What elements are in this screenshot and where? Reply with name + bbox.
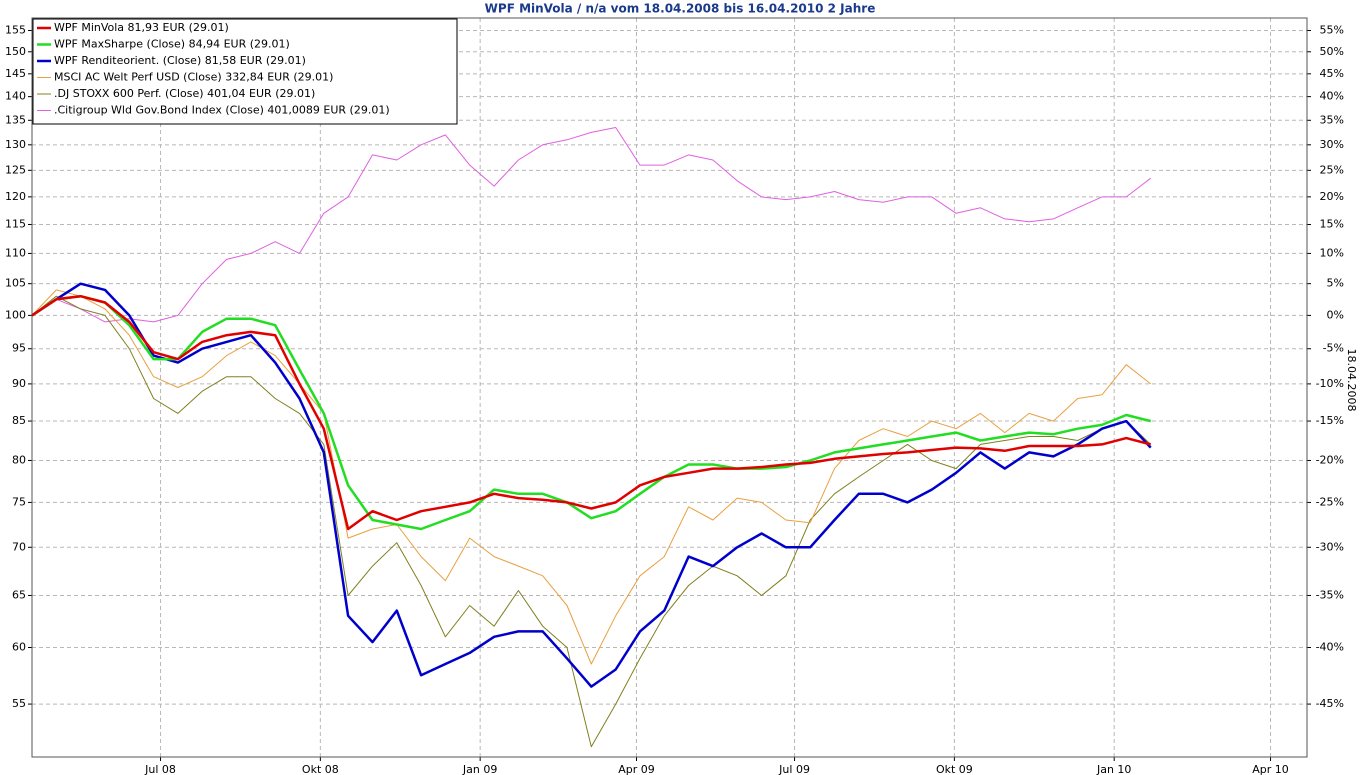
y2-tick-label: 30% <box>1320 138 1344 151</box>
y-tick-label: 70 <box>12 540 26 553</box>
y-tick-label: 90 <box>12 377 26 390</box>
y-tick-label: 150 <box>5 45 26 58</box>
x-tick-label: Jul 09 <box>778 763 810 775</box>
y2-tick-label: -25% <box>1316 495 1344 508</box>
y2-tick-label: -35% <box>1316 588 1344 601</box>
y2-tick-label: -40% <box>1316 641 1344 654</box>
series-line <box>31 289 1152 665</box>
x-tick-label: Okt 08 <box>302 763 339 775</box>
y2-tick-label: 45% <box>1320 67 1344 80</box>
y2-tick-label: 25% <box>1320 163 1344 176</box>
y-tick-label: 130 <box>5 138 26 151</box>
y-tick-label: 110 <box>5 246 26 259</box>
y-tick-label: 105 <box>5 277 26 290</box>
series-line <box>31 294 1152 531</box>
y2-tick-label: 50% <box>1320 45 1344 58</box>
y-tick-label: 135 <box>5 113 26 126</box>
legend-label: .Citigroup Wld Gov.Bond Index (Close) 40… <box>54 104 390 117</box>
y2-tick-label: -20% <box>1316 453 1344 466</box>
x-tick-label: Jul 08 <box>144 763 176 775</box>
series-line <box>31 294 1152 531</box>
x-tick-label: Apr 10 <box>1252 763 1289 775</box>
y-tick-label: 85 <box>12 414 26 427</box>
y2-tick-label: 10% <box>1320 246 1344 259</box>
x-tick-label: Okt 09 <box>936 763 973 775</box>
legend-label: .DJ STOXX 600 Perf. (Close) 401,04 EUR (… <box>54 87 315 100</box>
y-tick-label: 100 <box>5 308 26 321</box>
y-tick-label: 115 <box>5 218 26 231</box>
y2-tick-label: 40% <box>1320 90 1344 103</box>
x-tick-label: Jan 09 <box>462 763 497 775</box>
y-tick-label: 80 <box>12 453 26 466</box>
y2-label: 18.04.2008 <box>1345 349 1358 412</box>
y-tick-label: 65 <box>12 588 26 601</box>
y2-tick-label: -5% <box>1323 342 1344 355</box>
chart-title: WPF MinVola / n/a vom 18.04.2008 bis 16.… <box>485 2 876 16</box>
y-tick-label: 120 <box>5 190 26 203</box>
x-tick-label: Apr 09 <box>618 763 655 775</box>
y2-tick-label: -15% <box>1316 414 1344 427</box>
legend-label: WPF Renditeorient. (Close) 81,58 EUR (29… <box>54 54 306 67</box>
series-line <box>31 127 1152 323</box>
y-tick-label: 75 <box>12 495 26 508</box>
y2-tick-label: 35% <box>1320 113 1344 126</box>
y2-tick-label: 55% <box>1320 23 1344 36</box>
legend-label: WPF MaxSharpe (Close) 84,94 EUR (29.01) <box>54 38 290 51</box>
series-line <box>31 295 1152 748</box>
series-line <box>31 282 1152 688</box>
legend-label: MSCI AC Welt Perf USD (Close) 332,84 EUR… <box>54 71 333 84</box>
y2-tick-label: -45% <box>1316 697 1344 710</box>
x-tick-label: Jan 10 <box>1096 763 1131 775</box>
y-tick-label: 125 <box>5 163 26 176</box>
y-tick-label: 140 <box>5 90 26 103</box>
y-tick-label: 145 <box>5 67 26 80</box>
y2-tick-label: 15% <box>1320 218 1344 231</box>
y2-tick-label: -10% <box>1316 377 1344 390</box>
y-tick-label: 55 <box>12 697 26 710</box>
y2-tick-label: 0% <box>1327 308 1344 321</box>
y-tick-label: 60 <box>12 641 26 654</box>
y2-tick-label: 5% <box>1327 277 1344 290</box>
legend: WPF MinVola 81,93 EUR (29.01) WPF MaxShar… <box>32 18 458 125</box>
y-tick-label: 95 <box>12 342 26 355</box>
y2-tick-label: -30% <box>1316 540 1344 553</box>
y-tick-label: 155 <box>5 23 26 36</box>
legend-box <box>32 18 458 125</box>
legend-label: WPF MinVola 81,93 EUR (29.01) <box>54 21 229 34</box>
y2-tick-label: 20% <box>1320 190 1344 203</box>
